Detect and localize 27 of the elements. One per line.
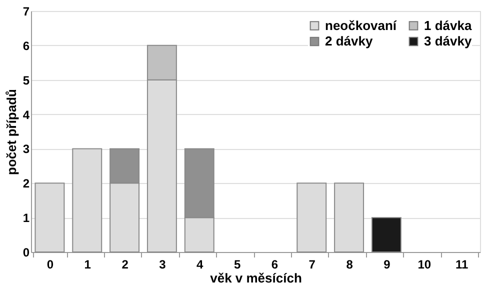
x-tick-label: 2 (122, 258, 129, 272)
y-tick-label: 1 (22, 211, 30, 226)
y-tick-label: 5 (22, 73, 30, 88)
legend-label: 3 dávky (424, 34, 472, 48)
bar (371, 217, 402, 252)
x-tick-label: 11 (455, 258, 468, 272)
legend-label: neočkovaní (325, 18, 397, 33)
y-tick-label: 2 (22, 176, 30, 191)
y-tick-label: 3 (22, 142, 30, 156)
legend-label: 2 dávky (325, 34, 374, 48)
y-tick-label: 4 (22, 108, 30, 122)
x-axis-title: věk v měsících (210, 270, 302, 286)
y-tick-label: 6 (22, 38, 30, 53)
x-tick-label: 4 (196, 258, 204, 272)
x-tick-label: 3 (159, 258, 166, 272)
x-tick-label: 6 (271, 258, 278, 272)
x-tick-label: 0 (46, 258, 54, 272)
y-tick-label: 0 (22, 246, 30, 260)
x-tick-label: 10 (418, 258, 432, 272)
y-tick-label: 7 (22, 4, 30, 18)
x-tick-label: 8 (346, 258, 354, 272)
legend-label: 1 dávka (424, 18, 472, 33)
x-tick-label: 7 (308, 258, 316, 272)
x-tick-label: 9 (384, 258, 391, 272)
y-axis-title: počet případů (4, 88, 19, 175)
x-tick-label: 5 (234, 258, 241, 272)
x-tick-label: 1 (84, 258, 92, 272)
